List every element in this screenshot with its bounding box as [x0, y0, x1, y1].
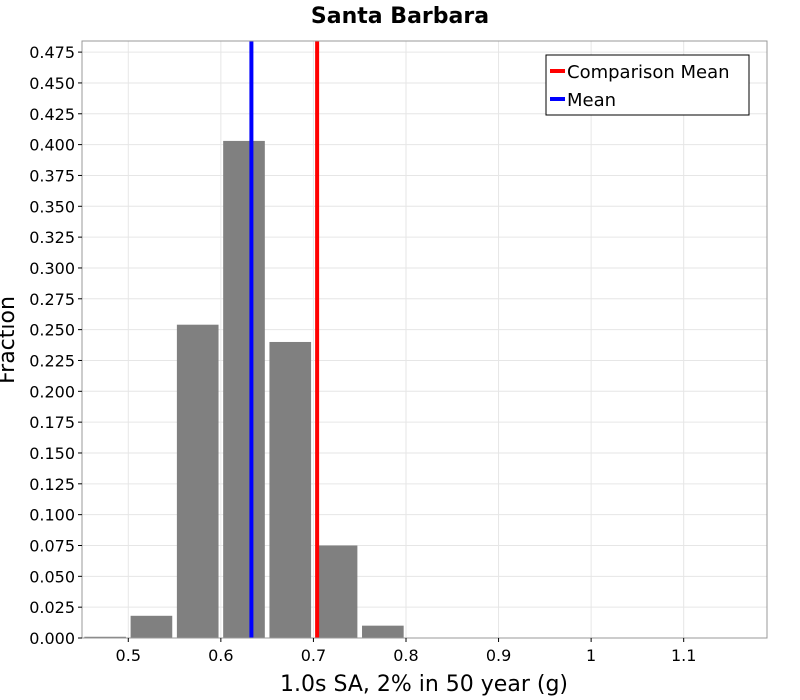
x-axis-ticks: 0.5 0.6 0.7 0.8 0.9 1 1.1 [116, 638, 696, 665]
y-tick-label: 0.050 [29, 567, 75, 586]
y-axis-ticks: 0.000 0.025 0.050 0.075 0.100 0.125 0.150 0.175… [29, 43, 82, 648]
y-tick-label: 0.200 [29, 382, 75, 401]
y-tick-label: 0.175 [29, 413, 75, 432]
y-tick-label: 0.125 [29, 475, 75, 494]
y-tick-label: 0.450 [29, 74, 75, 93]
y-tick-label: 0.100 [29, 506, 75, 525]
histogram-bar [176, 324, 219, 638]
x-tick-label: 0.8 [393, 646, 418, 665]
y-tick-label: 0.025 [29, 598, 75, 617]
histogram-bar [269, 341, 312, 638]
histogram-bars [84, 140, 404, 638]
histogram-bar [84, 636, 126, 638]
y-tick-label: 0.225 [29, 351, 75, 370]
x-tick-label: 1 [586, 646, 596, 665]
legend-box [545, 54, 750, 116]
y-tick-label: 0.275 [29, 290, 75, 309]
x-axis-label: 1.0s SA, 2% in 50 year (g) [280, 672, 568, 697]
histogram-bar [223, 140, 265, 638]
y-tick-label: 0.475 [29, 43, 75, 62]
histogram-bar [130, 615, 173, 638]
x-tick-label: 0.9 [486, 646, 511, 665]
y-tick-label: 0.250 [29, 321, 75, 340]
y-tick-label: 0.350 [29, 197, 75, 216]
x-tick-label: 1.1 [671, 646, 696, 665]
histogram-bar [315, 545, 358, 638]
chart-title: Santa Barbara [311, 4, 489, 29]
y-tick-label: 0.400 [29, 136, 75, 155]
y-tick-label: 0.300 [29, 259, 75, 278]
x-tick-label: 0.5 [116, 646, 141, 665]
y-tick-label: 0.000 [29, 629, 75, 648]
histogram-bar [362, 625, 404, 638]
mean-lines [249, 41, 320, 638]
x-tick-label: 0.6 [208, 646, 233, 665]
x-tick-label: 0.7 [301, 646, 326, 665]
y-tick-label: 0.425 [29, 105, 75, 124]
legend-label-comparison-mean: Comparison Mean [567, 62, 730, 83]
y-tick-label: 0.325 [29, 228, 75, 247]
plot-frame [81, 40, 768, 639]
legend: Comparison Mean Mean [545, 54, 750, 116]
y-tick-label: 0.150 [29, 444, 75, 463]
y-tick-label: 0.375 [29, 166, 75, 185]
y-tick-label: 0.075 [29, 536, 75, 555]
y-axis-label: Fraction [0, 296, 20, 384]
legend-label-mean: Mean [567, 90, 616, 111]
plot-area [81, 40, 768, 639]
